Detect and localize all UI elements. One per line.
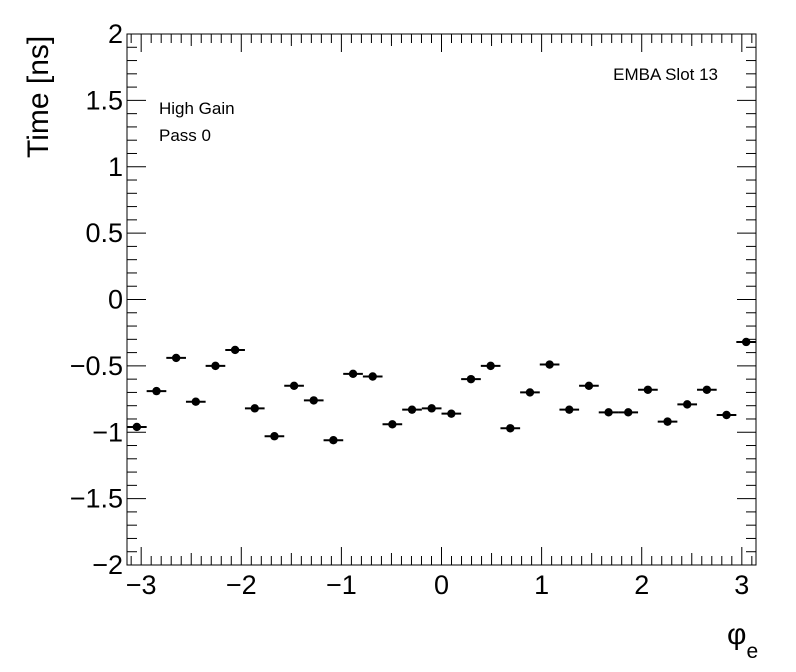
- marker: [348, 369, 358, 379]
- annotation-pass: Pass 0: [159, 126, 211, 145]
- data-point: [225, 345, 245, 355]
- data-point: [127, 422, 147, 432]
- marker: [309, 396, 318, 405]
- data-point: [736, 337, 756, 347]
- marker: [250, 404, 259, 413]
- data-point: [303, 396, 324, 405]
- data-point: [421, 404, 442, 413]
- data-point: [618, 408, 639, 417]
- y-tick-label: 1.5: [85, 85, 123, 115]
- marker: [191, 397, 200, 406]
- marker: [152, 386, 161, 396]
- data-point: [205, 361, 226, 371]
- data-point: [520, 388, 540, 397]
- data-point: [559, 405, 580, 414]
- data-point: [343, 369, 363, 379]
- x-axis-title-symbol: φ: [727, 618, 746, 651]
- marker: [565, 405, 574, 414]
- data-point: [146, 386, 167, 396]
- marker: [427, 404, 436, 413]
- marker: [171, 353, 181, 363]
- x-tick-label: 0: [434, 570, 449, 600]
- marker: [584, 381, 594, 390]
- data-point: [638, 385, 658, 394]
- annotation-gain: High Gain: [159, 99, 235, 118]
- marker: [447, 409, 456, 418]
- data-point: [657, 417, 678, 426]
- marker: [211, 361, 220, 371]
- y-tick-label: −0.5: [70, 351, 123, 381]
- marker: [329, 436, 338, 445]
- data-point: [461, 374, 481, 384]
- marker: [368, 372, 377, 381]
- data-point: [382, 420, 403, 429]
- y-axis: −2 −1.5 −1 −0.5 0 0.5 1 1.5 2: [70, 19, 756, 580]
- x-tick-label: 1: [534, 570, 549, 600]
- marker: [683, 400, 692, 409]
- marker: [702, 385, 712, 394]
- marker: [270, 432, 279, 441]
- x-axis-title-subscript: e: [746, 640, 758, 663]
- x-tick-label: −2: [226, 570, 257, 600]
- data-point: [244, 404, 265, 413]
- y-tick-label: 1: [108, 152, 123, 182]
- x-tick-label: 3: [734, 570, 749, 600]
- marker: [388, 420, 397, 429]
- data-point: [264, 432, 285, 441]
- data-point: [284, 381, 304, 390]
- data-points: [127, 337, 756, 445]
- marker: [506, 424, 515, 433]
- x-tick-label: 2: [634, 570, 649, 600]
- data-point: [402, 405, 422, 414]
- data-point: [598, 408, 619, 417]
- y-tick-label: −1.5: [70, 484, 123, 514]
- data-point: [323, 436, 344, 445]
- data-point: [480, 361, 501, 371]
- data-point: [441, 409, 462, 418]
- data-point: [579, 381, 599, 390]
- marker: [604, 408, 613, 417]
- data-point: [539, 360, 560, 369]
- x-axis: −3 −2 −1 0 1 2 3: [126, 34, 753, 600]
- y-axis-title: Time [ns]: [22, 36, 55, 158]
- marker: [643, 385, 653, 394]
- marker: [486, 361, 495, 371]
- y-tick-label: 2: [108, 19, 123, 49]
- marker: [663, 417, 672, 426]
- data-point: [362, 372, 383, 381]
- marker: [741, 337, 751, 347]
- data-point: [716, 410, 737, 420]
- y-tick-label: −1: [92, 417, 123, 447]
- data-point: [166, 353, 186, 363]
- y-tick-label: 0.5: [85, 218, 123, 248]
- marker: [230, 345, 240, 355]
- x-tick-label: −3: [126, 570, 157, 600]
- data-point: [697, 385, 717, 394]
- marker: [407, 405, 417, 414]
- marker: [466, 374, 476, 384]
- marker: [525, 388, 535, 397]
- data-point: [500, 424, 521, 433]
- marker: [545, 360, 554, 369]
- y-tick-label: 0: [108, 285, 123, 315]
- data-point: [185, 397, 206, 406]
- marker: [624, 408, 633, 417]
- marker: [722, 410, 731, 420]
- annotation-slot-label: EMBA Slot 13: [613, 65, 718, 84]
- x-tick-label: −1: [326, 570, 357, 600]
- data-point: [677, 400, 698, 409]
- y-tick-label: −2: [92, 550, 123, 580]
- marker: [289, 381, 299, 390]
- marker: [132, 422, 142, 432]
- x-axis-title: φe: [727, 618, 758, 663]
